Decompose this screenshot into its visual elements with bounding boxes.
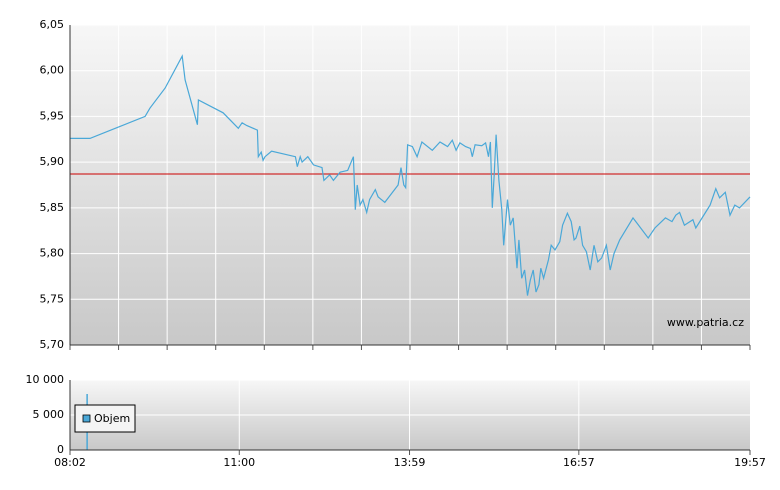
legend-label: Objem — [94, 412, 130, 425]
y-tick-label: 5,85 — [40, 201, 65, 214]
y-tick-label: 6,00 — [40, 64, 65, 77]
x-tick-label: 11:00 — [223, 456, 255, 469]
y-tick-label: 5,95 — [40, 109, 65, 122]
y-tick-label: 5,70 — [40, 338, 65, 351]
y-tick-label: 10 000 — [26, 373, 65, 386]
price-line — [70, 54, 751, 296]
legend-swatch — [82, 414, 91, 423]
annotation: www.patria.cz — [667, 316, 744, 329]
y-tick-label: 5 000 — [33, 408, 65, 421]
y-tick-label: 5,75 — [40, 292, 65, 305]
x-tick-label: 08:02 — [54, 456, 86, 469]
y-tick-label: 0 — [57, 443, 64, 456]
y-tick-label: 6,05 — [40, 18, 65, 31]
x-tick-label: 19:57 — [734, 456, 766, 469]
y-tick-label: 5,80 — [40, 247, 65, 260]
y-tick-label: 5,90 — [40, 155, 65, 168]
x-tick-label: 16:57 — [563, 456, 595, 469]
x-tick-label: 13:59 — [394, 456, 426, 469]
